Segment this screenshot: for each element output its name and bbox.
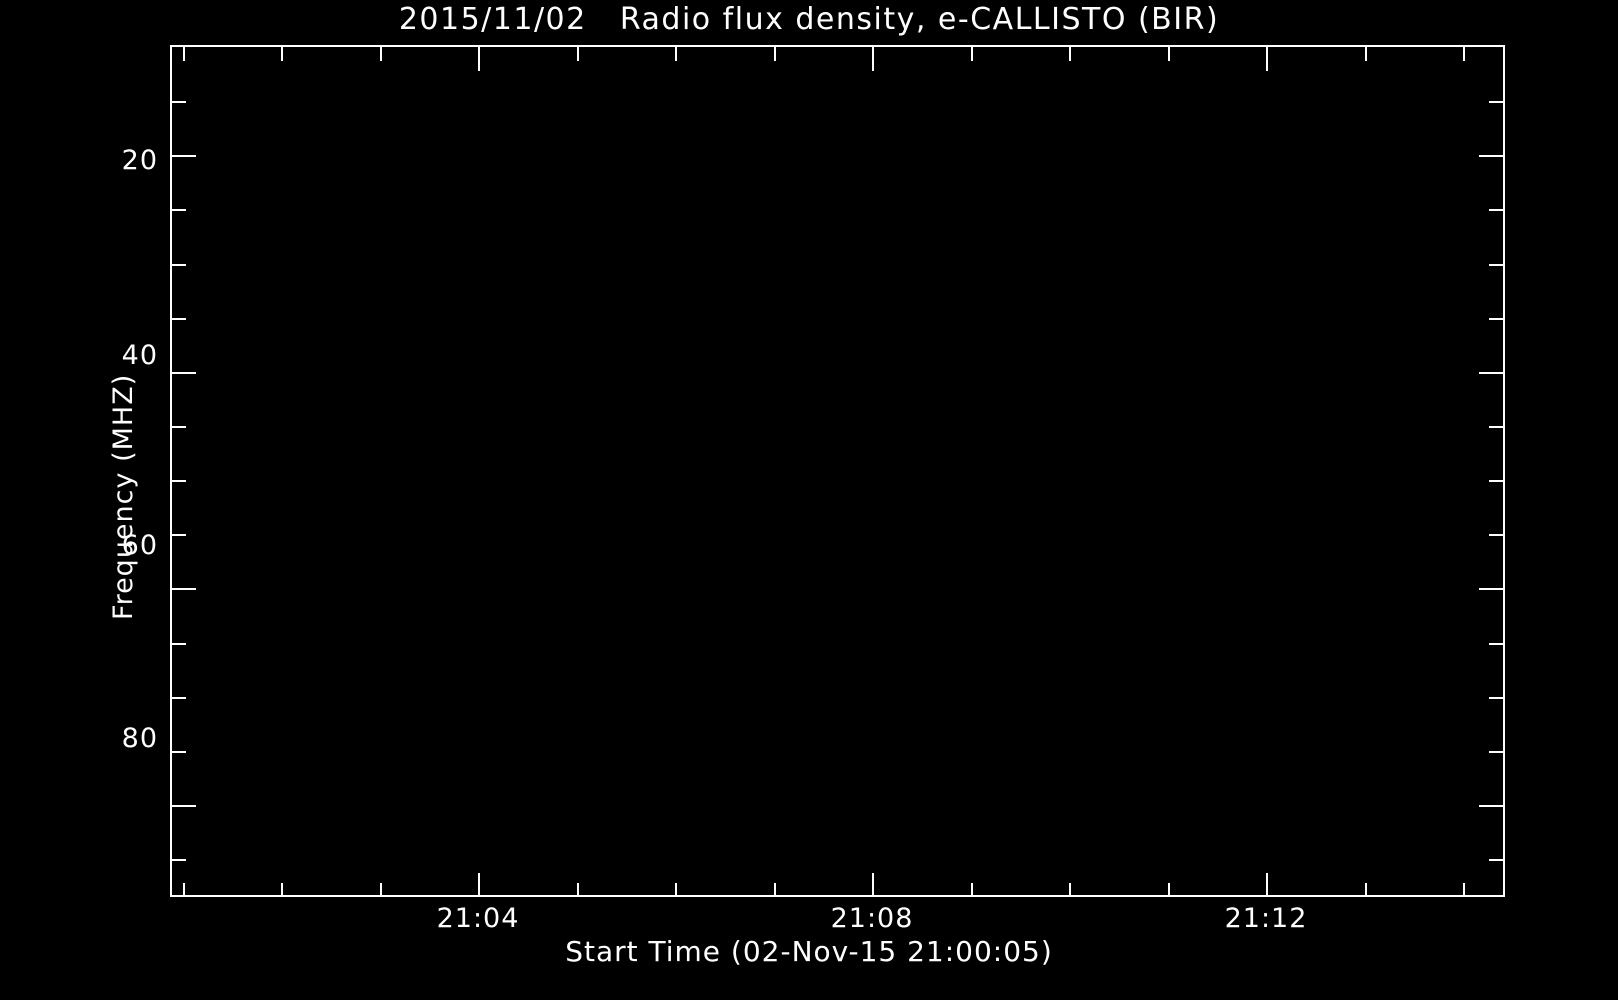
y-tick-40 [172, 372, 196, 374]
y-tick-label-20: 20 [121, 145, 158, 176]
x-tick-top-0 [478, 47, 480, 71]
y-tick-85 [172, 859, 186, 861]
x-tick-9 [1365, 883, 1367, 897]
y-tick-right-40 [1479, 372, 1503, 374]
y-tick-right-80 [1479, 805, 1503, 807]
y-tick-55 [172, 534, 186, 536]
y-tick-15 [172, 101, 186, 103]
x-tick--2 [281, 883, 283, 897]
y-tick-right-20 [1479, 155, 1503, 157]
y-tick-right-65 [1489, 643, 1503, 645]
x-tick-top-6 [1069, 47, 1071, 61]
y-tick-25 [172, 209, 186, 211]
x-tick--3 [183, 883, 185, 897]
y-tick-50 [172, 480, 186, 482]
y-tick-70 [172, 697, 186, 699]
x-tick-4 [872, 873, 874, 897]
y-tick-45 [172, 426, 186, 428]
x-tick-top--1 [380, 47, 382, 61]
y-tick-right-15 [1489, 101, 1503, 103]
x-tick--1 [380, 883, 382, 897]
y-tick-75 [172, 751, 186, 753]
y-tick-right-70 [1489, 697, 1503, 699]
x-tick-top-5 [971, 47, 973, 61]
x-tick-0 [478, 873, 480, 897]
y-tick-right-25 [1489, 209, 1503, 211]
x-axis-title: Start Time (02-Nov-15 21:00:05) [565, 935, 1053, 968]
y-tick-35 [172, 318, 186, 320]
x-tick-top-10 [1463, 47, 1465, 61]
x-tick-3 [774, 883, 776, 897]
x-tick-top-1 [577, 47, 579, 61]
x-tick-top-8 [1266, 47, 1268, 71]
x-tick-5 [971, 883, 973, 897]
x-tick-label-2104: 21:04 [436, 903, 520, 934]
x-tick-7 [1168, 883, 1170, 897]
y-tick-right-75 [1489, 751, 1503, 753]
y-tick-label-80: 80 [121, 723, 158, 754]
y-tick-right-50 [1489, 480, 1503, 482]
y-tick-right-35 [1489, 318, 1503, 320]
plot-frame [170, 45, 1505, 897]
x-tick-top--2 [281, 47, 283, 61]
x-tick-top-4 [872, 47, 874, 71]
x-tick-2 [675, 883, 677, 897]
y-tick-label-60: 60 [121, 530, 158, 561]
page-title: 2015/11/02 Radio flux density, e-CALLIST… [398, 2, 1220, 37]
x-tick-8 [1266, 873, 1268, 897]
y-tick-80 [172, 805, 196, 807]
y-tick-right-45 [1489, 426, 1503, 428]
x-tick-top--3 [183, 47, 185, 61]
y-tick-60 [172, 588, 196, 590]
y-axis-title: Frequency (MHZ) [108, 373, 139, 620]
x-tick-top-3 [774, 47, 776, 61]
y-tick-right-60 [1479, 588, 1503, 590]
x-tick-top-7 [1168, 47, 1170, 61]
x-tick-label-2108: 21:08 [830, 903, 914, 934]
x-tick-top-9 [1365, 47, 1367, 61]
x-tick-10 [1463, 883, 1465, 897]
y-tick-right-85 [1489, 859, 1503, 861]
x-tick-6 [1069, 883, 1071, 897]
y-tick-65 [172, 643, 186, 645]
x-tick-top-2 [675, 47, 677, 61]
y-tick-right-55 [1489, 534, 1503, 536]
y-tick-right-30 [1489, 264, 1503, 266]
x-tick-1 [577, 883, 579, 897]
y-tick-20 [172, 155, 196, 157]
x-tick-label-2112: 21:12 [1224, 903, 1308, 934]
y-tick-label-40: 40 [121, 340, 158, 371]
y-tick-30 [172, 264, 186, 266]
